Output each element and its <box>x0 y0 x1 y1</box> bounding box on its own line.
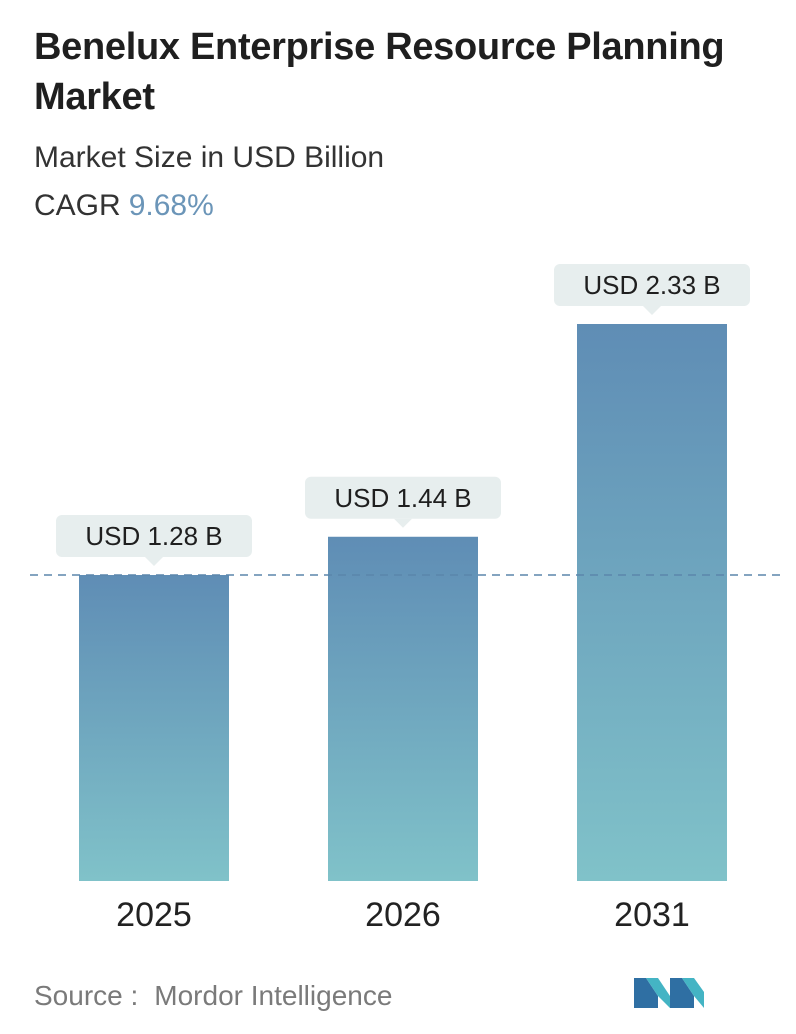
value-label-2026: USD 1.44 B <box>305 476 501 528</box>
x-tick-2025: 2025 <box>116 896 192 934</box>
x-tick-2031: 2031 <box>614 896 690 934</box>
bars-layer <box>79 324 727 881</box>
chart-subtitle: Market Size in USD Billion <box>34 141 385 174</box>
mordor-intelligence-logo-icon <box>634 978 704 1008</box>
value-labels-layer: USD 1.28 B USD 1.44 B USD 2.33 B <box>56 264 750 567</box>
bar-2026 <box>328 536 478 881</box>
chart-title: Benelux Enterprise Resource Planning Mar… <box>34 26 725 118</box>
cagr-label: CAGR <box>34 189 121 222</box>
cagr-line: CAGR 9.68% <box>34 186 214 226</box>
cagr-value: 9.68% <box>128 189 214 222</box>
svg-text:USD 1.28 B: USD 1.28 B <box>85 521 222 551</box>
value-label-2031: USD 2.33 B <box>554 264 750 315</box>
source-label: Source : <box>34 980 139 1011</box>
x-tick-2026: 2026 <box>365 896 441 934</box>
svg-text:USD 2.33 B: USD 2.33 B <box>583 270 720 300</box>
source-credit: Source : Mordor Intelligence <box>34 976 392 1016</box>
x-tick-labels-layer: 2025 2026 2031 <box>116 896 690 934</box>
svg-text:USD 1.44 B: USD 1.44 B <box>334 483 471 513</box>
bar-2031 <box>577 324 727 881</box>
value-label-2025: USD 1.28 B <box>56 515 252 567</box>
source-value: Mordor Intelligence <box>154 980 393 1011</box>
bar-2025 <box>79 575 229 881</box>
